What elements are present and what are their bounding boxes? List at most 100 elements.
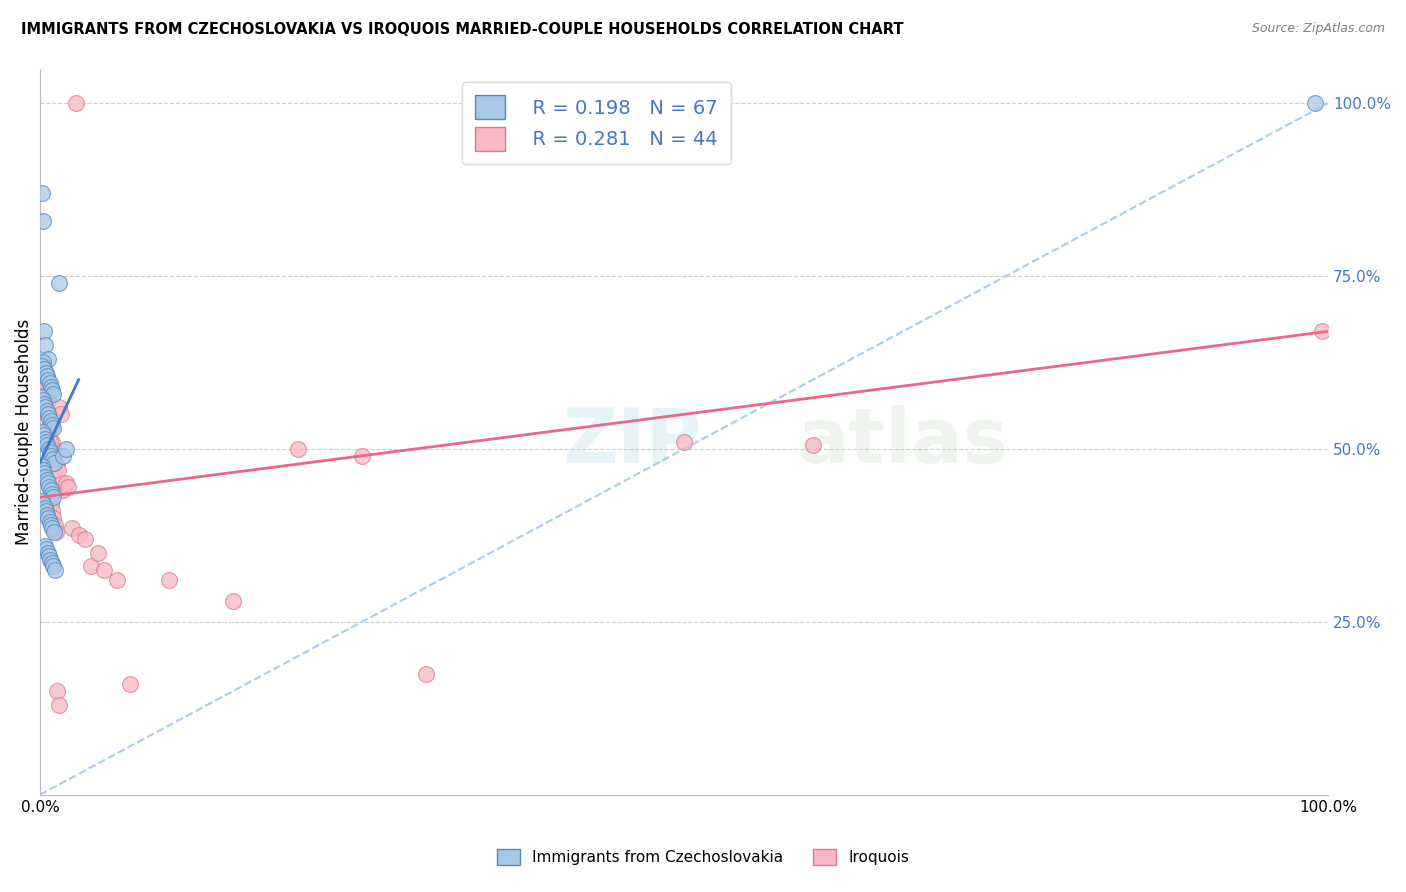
- Point: [32, 497, 55, 511]
- Point: [34, 500, 56, 515]
- Point: [31, 459, 53, 474]
- Point: [287, 442, 309, 456]
- Point: [31, 425, 53, 439]
- Point: [49, 407, 72, 421]
- Point: [39, 414, 62, 428]
- Point: [39, 518, 62, 533]
- Point: [38, 410, 60, 425]
- Point: [35, 542, 58, 557]
- Point: [37, 511, 59, 525]
- Point: [39, 497, 62, 511]
- Point: [35, 369, 58, 384]
- Point: [222, 594, 245, 608]
- Point: [415, 666, 437, 681]
- Point: [37, 393, 59, 408]
- Point: [38, 407, 60, 421]
- Point: [37, 438, 59, 452]
- Point: [35, 504, 58, 518]
- Point: [39, 379, 62, 393]
- Point: [38, 434, 60, 449]
- Point: [673, 434, 696, 449]
- Point: [31, 390, 53, 404]
- Point: [42, 456, 65, 470]
- Point: [32, 324, 55, 338]
- Point: [87, 546, 110, 560]
- Point: [31, 493, 53, 508]
- Point: [41, 383, 63, 397]
- Point: [41, 417, 63, 432]
- Point: [38, 549, 60, 563]
- Point: [48, 401, 70, 415]
- Point: [41, 504, 63, 518]
- Point: [42, 559, 65, 574]
- Point: [42, 449, 65, 463]
- Point: [37, 476, 59, 491]
- Point: [52, 483, 75, 498]
- Point: [46, 463, 69, 477]
- Point: [35, 404, 58, 418]
- Point: [93, 563, 115, 577]
- Text: ZIP: ZIP: [562, 405, 702, 479]
- Point: [39, 552, 62, 566]
- Point: [39, 445, 62, 459]
- Point: [32, 397, 55, 411]
- Y-axis label: Married-couple Households: Married-couple Households: [15, 318, 32, 545]
- Point: [48, 276, 70, 290]
- Point: [31, 359, 53, 373]
- Point: [34, 362, 56, 376]
- Point: [42, 442, 65, 456]
- Point: [42, 386, 65, 401]
- Point: [38, 442, 60, 456]
- Point: [38, 515, 60, 529]
- Point: [32, 466, 55, 480]
- Point: [31, 213, 53, 227]
- Point: [105, 574, 128, 588]
- Point: [73, 532, 96, 546]
- Point: [45, 459, 67, 474]
- Point: [35, 434, 58, 449]
- Point: [32, 428, 55, 442]
- Point: [41, 556, 63, 570]
- Point: [44, 563, 66, 577]
- Point: [41, 521, 63, 535]
- Point: [35, 386, 58, 401]
- Point: [35, 379, 58, 393]
- Point: [42, 524, 65, 539]
- Point: [55, 476, 77, 491]
- Point: [32, 463, 55, 477]
- Point: [34, 469, 56, 483]
- Point: [1303, 96, 1326, 111]
- Point: [37, 508, 59, 522]
- Point: [35, 407, 58, 421]
- Point: [42, 491, 65, 505]
- Point: [44, 518, 66, 533]
- Point: [37, 407, 59, 421]
- Point: [39, 483, 62, 498]
- Point: [65, 96, 87, 111]
- Point: [42, 421, 65, 435]
- Point: [37, 546, 59, 560]
- Point: [1310, 324, 1333, 338]
- Text: IMMIGRANTS FROM CZECHOSLOVAKIA VS IROQUOIS MARRIED-COUPLE HOUSEHOLDS CORRELATION: IMMIGRANTS FROM CZECHOSLOVAKIA VS IROQUO…: [21, 22, 904, 37]
- Point: [157, 574, 180, 588]
- Point: [37, 351, 59, 366]
- Point: [35, 366, 58, 380]
- Point: [44, 456, 66, 470]
- Point: [34, 539, 56, 553]
- Point: [39, 449, 62, 463]
- Point: [48, 698, 70, 712]
- Point: [41, 434, 63, 449]
- Point: [51, 476, 73, 491]
- Point: [801, 438, 824, 452]
- Point: [34, 432, 56, 446]
- Point: [31, 355, 53, 369]
- Text: Source: ZipAtlas.com: Source: ZipAtlas.com: [1251, 22, 1385, 36]
- Text: atlas: atlas: [797, 405, 1008, 479]
- Point: [46, 684, 69, 698]
- Point: [35, 473, 58, 487]
- Point: [34, 401, 56, 415]
- Point: [41, 487, 63, 501]
- Point: [60, 521, 83, 535]
- Point: [42, 511, 65, 525]
- Point: [39, 421, 62, 435]
